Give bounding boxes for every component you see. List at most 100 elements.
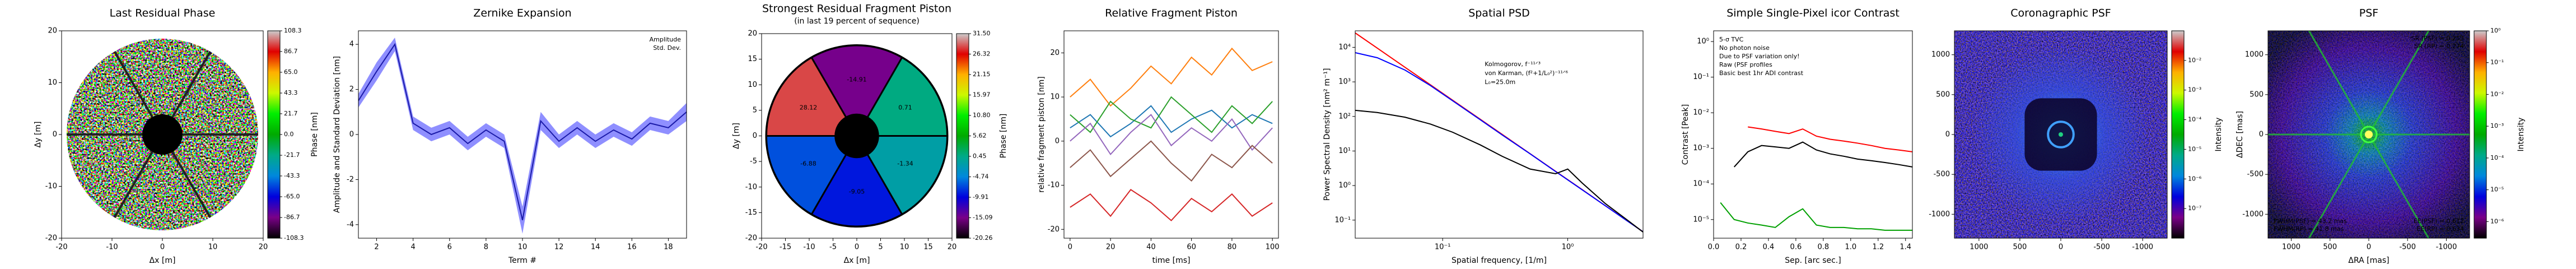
segment-label: -14.91 — [847, 76, 866, 84]
colorbar — [956, 33, 969, 239]
y-tick-label: 0 — [2259, 131, 2264, 139]
y-tick-label: 20 — [748, 30, 757, 38]
legend-entry: No photon noise — [1719, 44, 1770, 52]
plot-area — [358, 38, 687, 234]
y-axis-label: relative fragment piston [nm] — [1037, 76, 1046, 192]
colorbar-tick-label: 86.7 — [284, 48, 298, 55]
x-tick-label: 0 — [2367, 243, 2371, 252]
colorbar-tick-label: -108.3 — [284, 234, 304, 242]
y-tick-label: 2 — [349, 85, 354, 94]
x-tick-label: -500 — [2093, 243, 2110, 252]
x-tick-label: 1000 — [2282, 243, 2300, 252]
psf-note: EE(PSF) = 0.612 — [2414, 217, 2464, 225]
series-line — [1355, 52, 1643, 233]
x-tick-label: 60 — [1187, 243, 1196, 252]
y-tick-label: -10 — [745, 183, 757, 191]
x-tick-label: -10 — [803, 243, 815, 252]
chart-title: Last Residual Phase — [110, 7, 216, 20]
plot-frame — [1355, 30, 1644, 239]
colorbar-tick-label: 10⁻⁵ — [2490, 186, 2504, 193]
colorbar-tick-label: 10⁻³ — [2490, 122, 2504, 129]
segment — [765, 56, 847, 137]
colorbar-tick-label: -9.91 — [973, 193, 988, 201]
error-band — [358, 38, 687, 234]
x-tick-label: 10⁻¹ — [1435, 243, 1451, 252]
y-tick-label: -10 — [1048, 181, 1060, 189]
colorbar-label: Phase [nm] — [999, 114, 1008, 159]
x-tick-label: 0.6 — [1790, 243, 1802, 252]
spider — [113, 50, 153, 118]
x-tick-label: 100 — [1266, 243, 1280, 252]
y-tick-label: 500 — [2250, 90, 2264, 99]
colorbar-tick-label: 15.97 — [973, 91, 991, 99]
y-axis-label: Power Spectral Density [nm² m⁻¹] — [1323, 68, 1332, 201]
y-tick-label: 10¹ — [1338, 147, 1351, 155]
x-tick-label: 12 — [554, 243, 564, 252]
psf-note: SR (RP) = 0.274 — [2414, 43, 2464, 50]
x-tick-label: -20 — [55, 243, 67, 252]
colorbar-tick-label: 0.45 — [973, 152, 987, 160]
colorbar-tick-label: 43.3 — [284, 89, 298, 96]
x-tick-label: 1.2 — [1872, 243, 1884, 252]
x-tick-label: 0 — [160, 243, 165, 252]
x-tick-label: 5 — [878, 243, 883, 252]
chart-title: Strongest Residual Fragment Piston — [762, 3, 951, 15]
colorbar-tick-label: 10⁻² — [2490, 90, 2504, 98]
y-tick-label: 1000 — [2245, 50, 2264, 59]
x-tick-label: 4 — [411, 243, 416, 252]
y-tick-label: 10³ — [1338, 78, 1351, 86]
y-tick-label: -2 — [347, 175, 354, 184]
segment — [810, 44, 903, 119]
y-tick-label: 10² — [1338, 112, 1351, 120]
segment — [765, 135, 847, 216]
x-axis-label: Δx [m] — [150, 256, 176, 265]
series-line — [358, 43, 687, 221]
x-tick-label: 10⁰ — [1562, 243, 1574, 252]
colorbar-tick-label: 10.80 — [973, 112, 991, 119]
y-tick-label: 0 — [1055, 137, 1060, 145]
series-line — [1070, 47, 1273, 107]
center-text: 7.81 nm — [844, 136, 870, 143]
x-tick-label: 8 — [484, 243, 488, 252]
spider — [171, 50, 212, 118]
x-axis-label: ΔRA [mas] — [2348, 256, 2389, 265]
x-tick-label: 0 — [2059, 243, 2063, 252]
y-tick-label: -500 — [1933, 170, 1950, 179]
chart-subtitle: (in last 19 percent of sequence) — [794, 17, 920, 26]
segment-label: -9.05 — [849, 188, 865, 195]
x-tick-label: 18 — [664, 243, 673, 252]
colorbar-tick-label: 10⁻⁷ — [2188, 205, 2201, 212]
y-tick-label: 0 — [53, 131, 57, 139]
chart-title: Spatial PSD — [1468, 7, 1530, 20]
series-line — [1748, 126, 1912, 152]
y-tick-label: 10⁻⁵ — [1693, 215, 1709, 224]
colorbar-tick-label: -15.09 — [973, 214, 992, 221]
psf-note: EE(RP) = 0.634 — [2417, 225, 2464, 233]
core-ring — [2360, 126, 2378, 143]
y-tick-label: 0 — [753, 132, 757, 140]
segment — [810, 153, 903, 228]
y-axis-label: Δy [m] — [34, 122, 43, 148]
psf-note: FWHM(PSF) = 43.2 mas — [2274, 217, 2347, 225]
y-tick-label: 10 — [48, 78, 57, 87]
x-tick-label: 40 — [1146, 243, 1156, 252]
colorbar-tick-label: 21.15 — [973, 71, 991, 78]
plot-frame — [1713, 30, 1913, 239]
series-line — [1720, 202, 1912, 231]
colorbar-tick-label: 21.7 — [284, 110, 298, 117]
colorbar-label: Phase [nm] — [310, 112, 319, 157]
x-tick-label: 80 — [1228, 243, 1237, 252]
y-tick-label: -20 — [1048, 225, 1060, 234]
y-axis-label: ΔDEC [mas] — [2236, 111, 2244, 158]
y-tick-label: -500 — [2247, 170, 2264, 179]
legend-entry: Std. Dev. — [653, 44, 681, 52]
x-tick-label: 0.0 — [1708, 243, 1720, 252]
core — [2059, 132, 2063, 137]
series-line — [1070, 114, 1273, 156]
segment — [866, 135, 949, 216]
colorbar-label: Intensity — [2214, 118, 2223, 152]
x-tick-label: -20 — [755, 243, 767, 252]
center-text: Piston(PTT) — [839, 128, 874, 136]
x-tick-label: 10 — [518, 243, 528, 252]
